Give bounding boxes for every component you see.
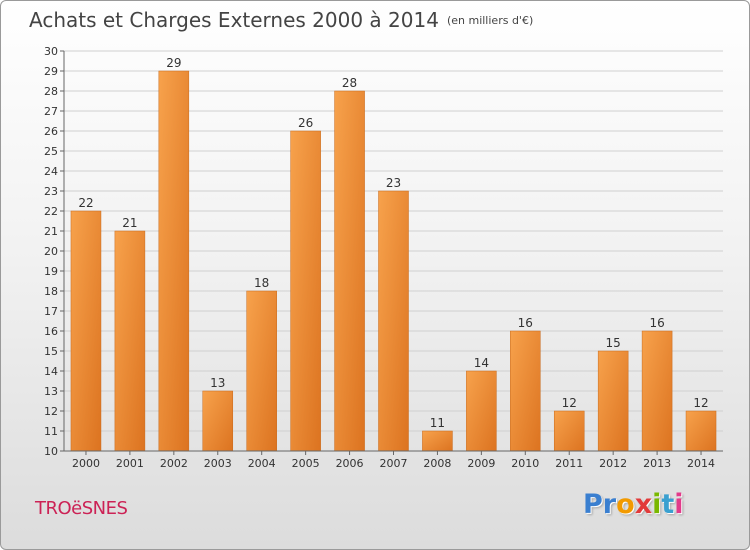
logo-letter: P xyxy=(583,489,603,520)
bar-2002 xyxy=(158,70,190,452)
data-label-2000: 22 xyxy=(78,196,93,210)
y-tick-label: 17 xyxy=(44,305,58,318)
bar-2007 xyxy=(378,190,409,452)
x-tick-label-2007: 2007 xyxy=(380,457,408,470)
x-tick-label-2000: 2000 xyxy=(72,457,100,470)
data-label-2003: 13 xyxy=(210,376,225,390)
data-label-2004: 18 xyxy=(254,276,269,290)
data-label-2002: 29 xyxy=(166,56,181,70)
x-tick-label-2005: 2005 xyxy=(292,457,320,470)
y-tick-label: 28 xyxy=(44,85,58,98)
bar-2003 xyxy=(202,390,234,452)
y-tick-label: 16 xyxy=(44,325,58,338)
bar-2006 xyxy=(334,90,365,452)
y-tick-label: 21 xyxy=(44,225,58,238)
chart-title-text: Achats et Charges Externes 2000 à 2014 xyxy=(29,8,439,32)
y-tick-label: 14 xyxy=(44,365,58,378)
x-tick-label-2004: 2004 xyxy=(248,457,276,470)
bar-2005 xyxy=(290,130,321,452)
y-tick-label: 24 xyxy=(44,165,58,178)
x-tick-label-2008: 2008 xyxy=(423,457,451,470)
data-label-2013: 16 xyxy=(649,316,664,330)
bar-2008 xyxy=(422,430,453,452)
x-tick-label-2010: 2010 xyxy=(511,457,539,470)
data-label-2007: 23 xyxy=(386,176,401,190)
bar-2012 xyxy=(597,350,629,452)
x-tick-label-2003: 2003 xyxy=(204,457,232,470)
y-tick-label: 22 xyxy=(44,205,58,218)
data-label-2006: 28 xyxy=(342,76,357,90)
bar-2001 xyxy=(114,230,146,452)
y-tick-label: 18 xyxy=(44,285,58,298)
bars: 22 21 29 13 18 26 28 23 11 14 16 12 15 16 12 xyxy=(70,56,717,452)
y-tick-label: 12 xyxy=(44,405,58,418)
x-tick-label-2013: 2013 xyxy=(643,457,671,470)
y-tick-label: 10 xyxy=(44,445,58,458)
logo-letter: x xyxy=(634,489,653,520)
y-tick-label: 30 xyxy=(44,45,58,58)
x-tick-label-2014: 2014 xyxy=(687,457,715,470)
x-tick-label-2011: 2011 xyxy=(555,457,583,470)
x-tick-label-2009: 2009 xyxy=(467,457,495,470)
y-tick-label: 15 xyxy=(44,345,58,358)
y-tick-label: 11 xyxy=(44,425,58,438)
logo-letter: o xyxy=(616,489,635,520)
x-tick-label-2001: 2001 xyxy=(116,457,144,470)
logo-letter: r xyxy=(602,489,617,520)
y-tick-label: 29 xyxy=(44,65,58,78)
data-label-2005: 26 xyxy=(298,116,313,130)
data-label-2014: 12 xyxy=(693,396,708,410)
proxiti-logo: Proxiti xyxy=(583,489,684,520)
logo-letter: t xyxy=(661,489,675,520)
bar-2013 xyxy=(641,330,673,452)
logo-letter: i xyxy=(652,489,662,520)
bar-2014 xyxy=(685,410,717,452)
bar-2011 xyxy=(553,410,585,452)
bar-2000 xyxy=(70,210,102,452)
y-tick-label: 25 xyxy=(44,145,58,158)
bar-2010 xyxy=(510,330,541,452)
x-tick-label-2012: 2012 xyxy=(599,457,627,470)
axes: 10 11 12 13 14 15 16 17 18 19 20 21 22 23 24 25 26 27 28 29… xyxy=(44,45,723,470)
chart-title: Achats et Charges Externes 2000 à 2014 (e… xyxy=(29,8,533,32)
y-tick-label: 26 xyxy=(44,125,58,138)
chart-unit: (en milliers d'€) xyxy=(446,14,534,27)
y-tick-label: 13 xyxy=(44,385,58,398)
y-tick-label: 19 xyxy=(44,265,58,278)
data-label-2009: 14 xyxy=(474,356,489,370)
y-tick-label: 23 xyxy=(44,185,58,198)
data-label-2011: 12 xyxy=(562,396,577,410)
data-label-2010: 16 xyxy=(518,316,533,330)
y-tick-label: 27 xyxy=(44,105,58,118)
data-label-2008: 11 xyxy=(430,416,445,430)
logo-letter: i xyxy=(674,489,684,520)
bar-2009 xyxy=(466,370,497,452)
x-tick-label-2002: 2002 xyxy=(160,457,188,470)
bar-2004 xyxy=(246,290,277,452)
y-tick-label: 20 xyxy=(44,245,58,258)
data-label-2012: 15 xyxy=(606,336,621,350)
commune-name: TROëSNES xyxy=(35,498,128,519)
x-tick-label-2006: 2006 xyxy=(336,457,364,470)
data-label-2001: 21 xyxy=(122,216,137,230)
